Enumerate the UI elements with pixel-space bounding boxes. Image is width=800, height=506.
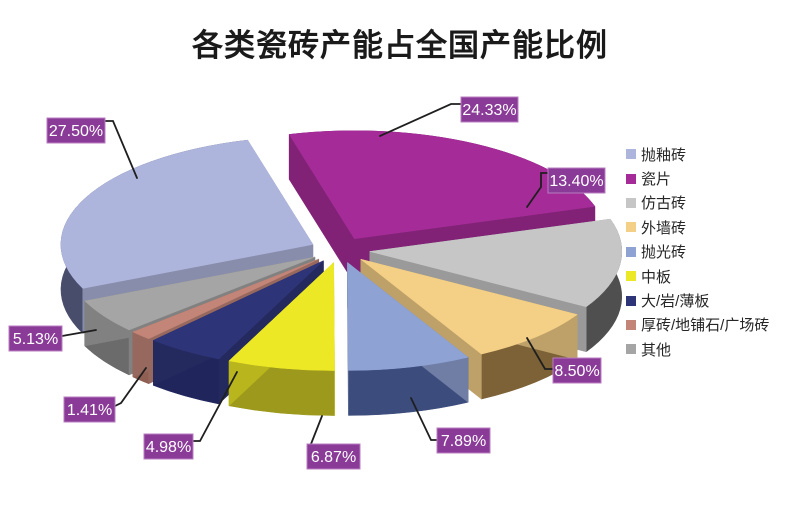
pie-slice-8-top (84, 256, 315, 331)
pie-slice-7-top (132, 258, 319, 340)
legend-label-2: 仿古砖 (641, 195, 687, 213)
pie-slice-6-top (152, 260, 324, 360)
percent-label-box-2 (547, 167, 606, 194)
leader-line-5 (310, 415, 323, 445)
percent-label-box-7 (63, 396, 116, 423)
legend-label-6: 大/岩/薄板 (641, 293, 710, 311)
leader-line-4 (410, 397, 438, 441)
leader-line-6 (192, 371, 238, 442)
percent-label-1: 24.33% (462, 102, 516, 119)
percent-label-box-3 (552, 357, 602, 384)
leader-line-7 (114, 367, 147, 407)
legend-item-6: 大/岩/薄板 (626, 288, 798, 312)
leader-line-8 (61, 329, 97, 337)
legend-item-0: 抛釉砖 (626, 142, 798, 166)
pie-slice-4-top (347, 261, 469, 371)
legend-label-5: 中板 (641, 268, 672, 286)
pie-slice-2-top (369, 218, 623, 308)
legend-swatch-icon-0 (626, 149, 636, 160)
percent-label-4: 7.89% (441, 433, 486, 450)
legend-label-1: 瓷片 (641, 171, 672, 189)
leader-line-1 (379, 103, 462, 137)
legend-swatch-icon-3 (626, 222, 636, 233)
legend-item-4: 抛光砖 (626, 240, 798, 264)
legend-label-8: 其他 (641, 341, 672, 359)
legend-swatch-icon-6 (626, 295, 636, 306)
percent-label-7: 1.41% (67, 402, 112, 419)
legend-label-4: 抛光砖 (641, 244, 687, 262)
percent-label-box-4 (436, 427, 491, 454)
legend-item-8: 其他 (626, 337, 798, 361)
legend-item-1: 瓷片 (626, 166, 798, 190)
percent-label-box-0 (46, 117, 106, 144)
pie-slice-5-top (228, 261, 335, 371)
legend-swatch-icon-2 (626, 197, 636, 208)
percent-label-0: 27.50% (49, 123, 103, 140)
percent-label-8: 5.13% (13, 331, 58, 348)
legend-swatch-icon-8 (626, 344, 636, 355)
chart-title: 各类瓷砖产能占全国产能比例 (192, 28, 608, 63)
leader-line-3 (526, 337, 554, 370)
percent-label-3: 8.50% (554, 363, 599, 380)
percent-label-box-5 (306, 443, 361, 470)
legend-swatch-icon-5 (626, 271, 636, 282)
chart-legend: 抛釉砖瓷片仿古砖外墙砖抛光砖中板大/岩/薄板厚砖/地铺石/广场砖 其他 (626, 142, 798, 362)
pie-slice-3-top (360, 259, 578, 355)
legend-item-7: 厚砖/地铺石/广场砖 (626, 313, 798, 337)
percent-label-box-8 (8, 325, 63, 352)
percent-label-5: 6.87% (311, 449, 356, 466)
legend-label-3: 外墙砖 (641, 219, 687, 237)
legend-label-0: 抛釉砖 (641, 146, 687, 164)
legend-swatch-icon-7 (626, 319, 636, 330)
pie-slice-0-top (60, 139, 314, 289)
legend-item-5: 中板 (626, 264, 798, 288)
legend-label-7: 厚砖/地铺石/广场砖 (641, 317, 770, 335)
percent-label-6: 4.98% (146, 439, 191, 456)
legend-swatch-icon-1 (626, 173, 636, 184)
percent-label-box-1 (460, 96, 519, 123)
legend-item-2: 仿古砖 (626, 191, 798, 215)
legend-item-3: 外墙砖 (626, 215, 798, 239)
leader-line-0 (104, 120, 138, 179)
leader-line-2 (526, 172, 549, 208)
legend-swatch-icon-4 (626, 246, 636, 257)
percent-label-box-6 (143, 433, 194, 460)
percent-label-2: 13.40% (549, 173, 603, 190)
